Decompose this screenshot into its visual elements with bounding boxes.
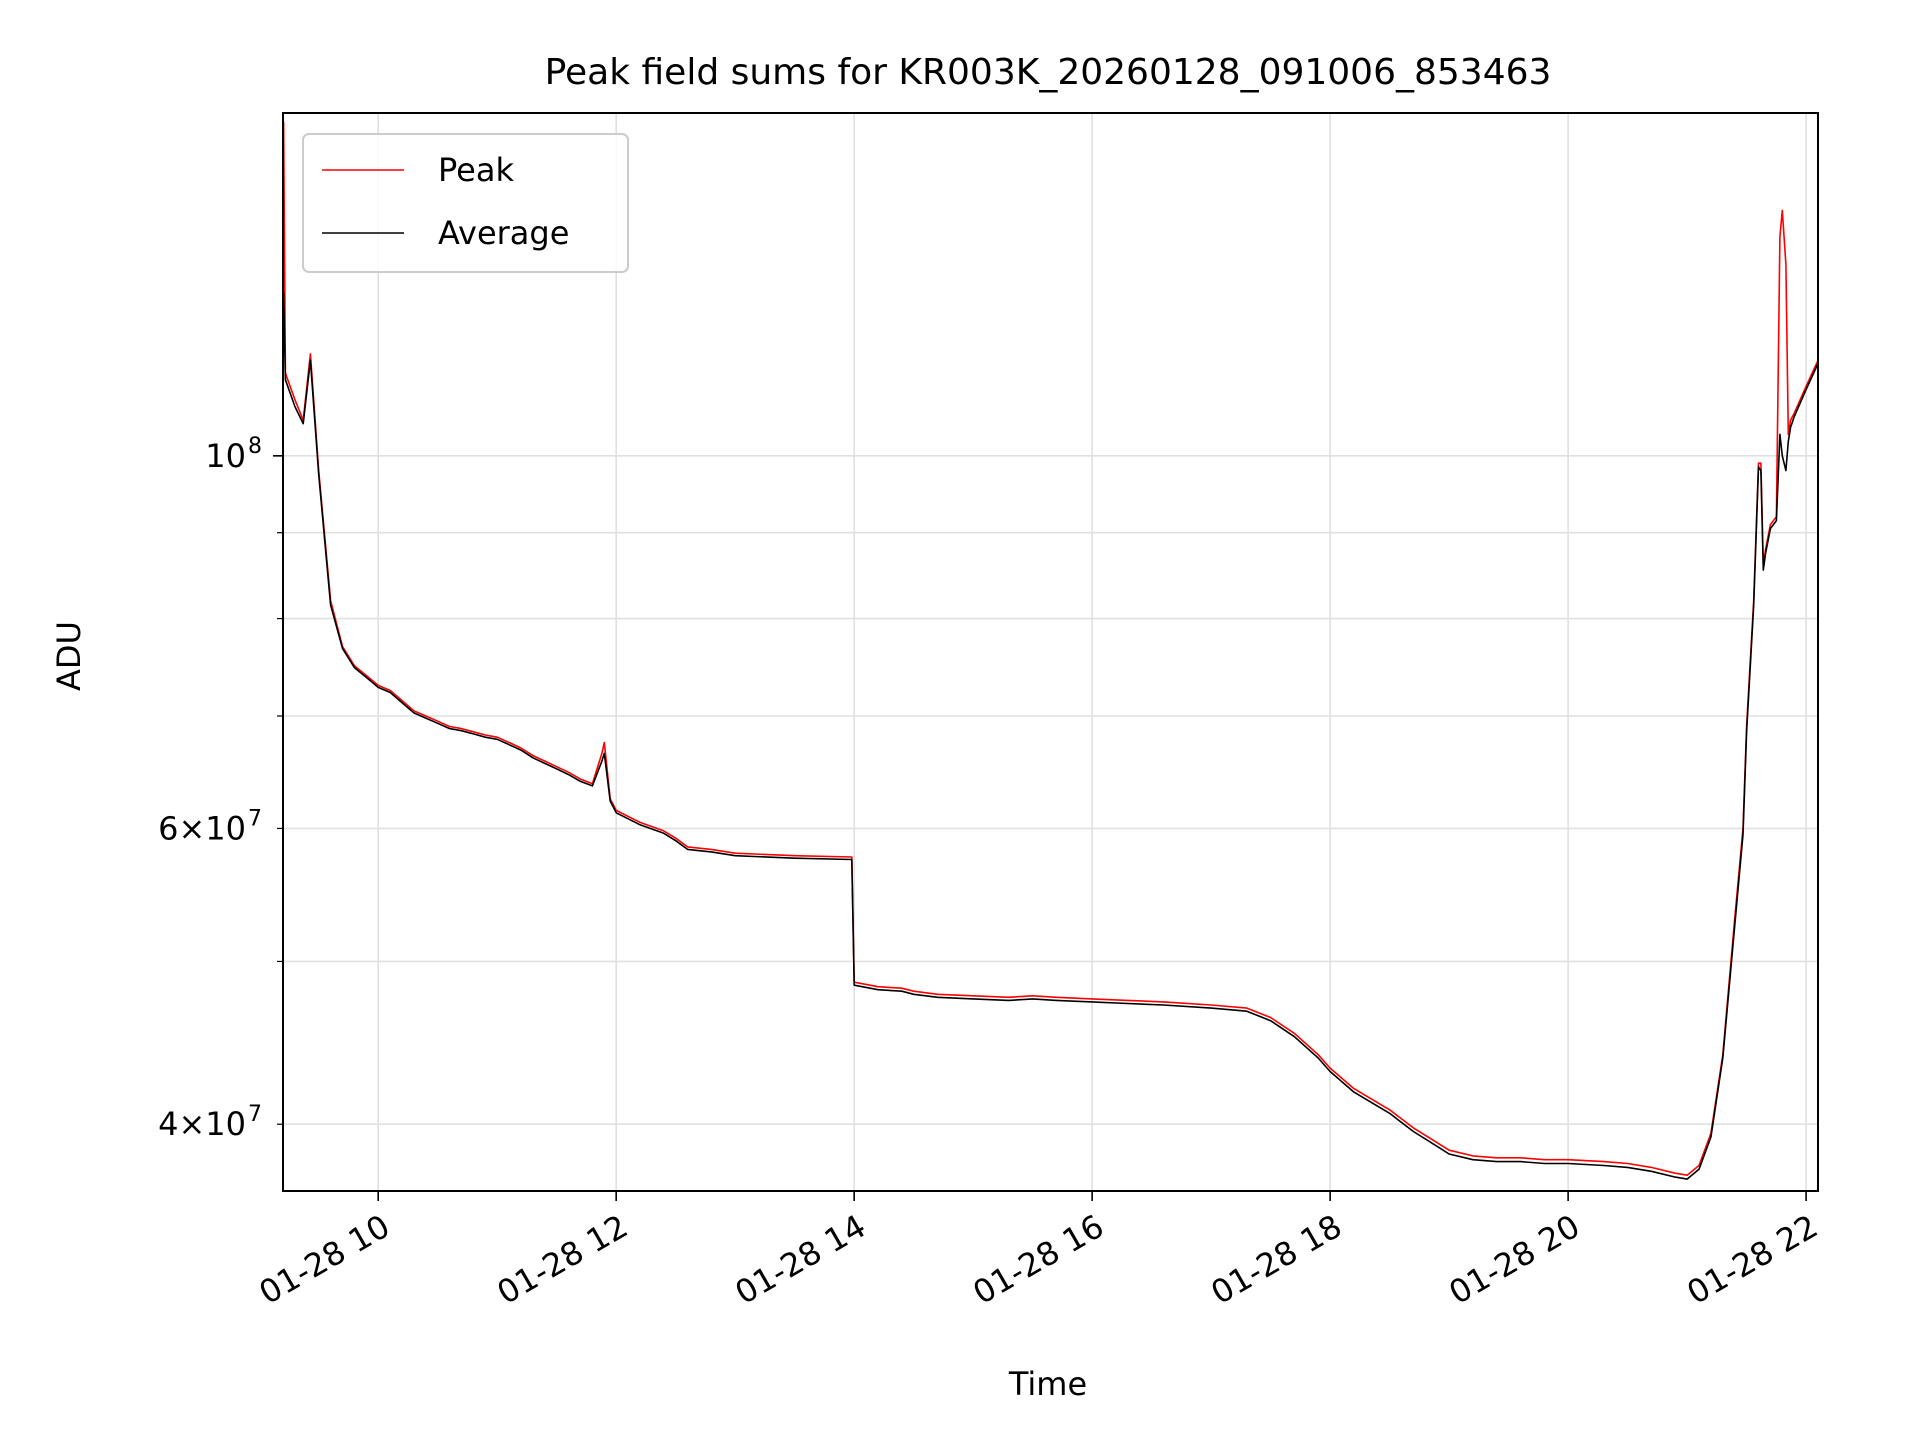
series-line-average	[282, 292, 1819, 1180]
y-tick-label: 4×10	[158, 1105, 246, 1143]
y-tick-exponent: 8	[248, 434, 262, 459]
x-axis-label: Time	[1008, 1365, 1087, 1403]
plot-frame	[282, 112, 1819, 1192]
y-axis-label: ADU	[50, 621, 88, 691]
legend: Peak Average	[302, 133, 629, 273]
legend-average-label: Average	[438, 214, 569, 252]
chart-title: Peak field sums for KR003K_20260128_0910…	[545, 52, 1552, 93]
y-tick-exponent: 7	[248, 806, 262, 831]
legend-peak-label: Peak	[438, 151, 514, 189]
grid-layer	[283, 113, 1818, 1191]
series-layer	[282, 121, 1819, 1180]
y-tick-label: 10	[205, 437, 246, 475]
y-tick-label: 6×10	[158, 809, 246, 847]
legend-box	[302, 133, 629, 273]
y-tick-exponent: 7	[248, 1102, 262, 1127]
